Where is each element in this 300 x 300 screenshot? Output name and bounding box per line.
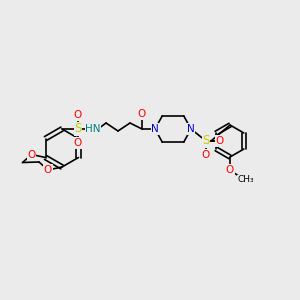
Text: O: O — [44, 165, 52, 175]
Text: S: S — [74, 122, 82, 136]
Text: O: O — [138, 109, 146, 119]
Text: S: S — [202, 134, 210, 148]
Text: O: O — [74, 138, 82, 148]
Text: N: N — [151, 124, 159, 134]
Text: N: N — [187, 124, 195, 134]
Text: O: O — [27, 149, 36, 160]
Text: O: O — [202, 150, 210, 160]
Text: O: O — [74, 110, 82, 120]
Text: CH₃: CH₃ — [238, 176, 254, 184]
Text: HN: HN — [85, 124, 101, 134]
Text: O: O — [216, 136, 224, 146]
Text: O: O — [226, 165, 234, 175]
